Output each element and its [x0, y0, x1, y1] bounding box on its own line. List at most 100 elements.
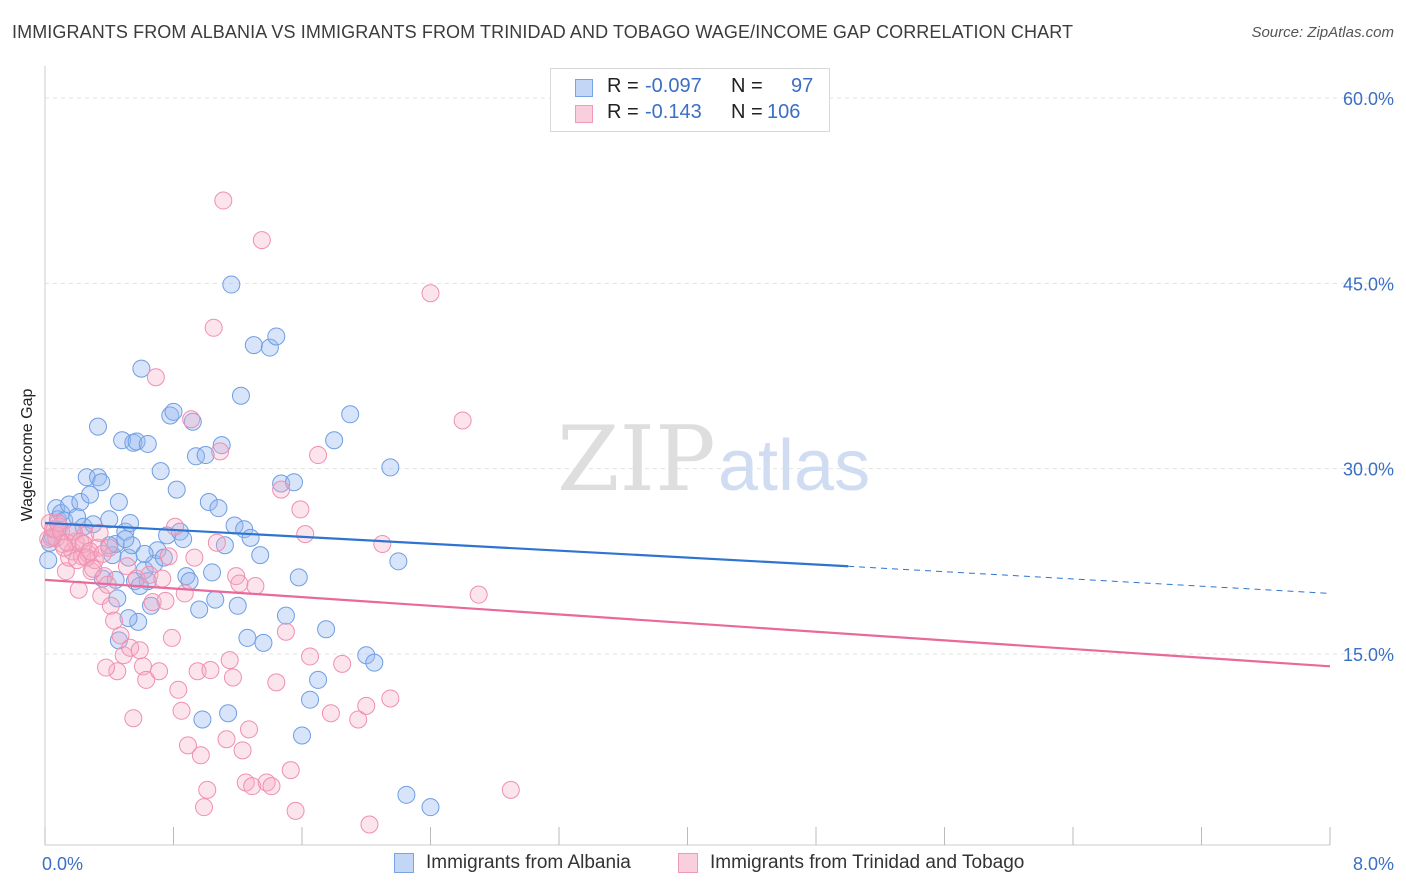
trinidad-point — [272, 480, 291, 499]
trinidad-point — [262, 777, 281, 796]
albania-point — [397, 785, 416, 804]
albania-point — [135, 544, 154, 563]
trinidad-point — [178, 736, 197, 755]
albania-point — [212, 436, 231, 455]
trinidad-point — [309, 446, 328, 465]
albania-point — [317, 620, 336, 639]
albania-point — [92, 473, 111, 492]
trinidad-point — [153, 569, 172, 588]
trinidad-trend-line — [44, 578, 1331, 668]
albania-point — [109, 493, 128, 512]
albania-point — [254, 633, 273, 652]
trinidad-points — [39, 191, 520, 834]
r-value: -0.143 — [645, 101, 702, 123]
trinidad-point — [90, 523, 109, 542]
r-label: R = — [607, 75, 639, 97]
trinidad-point — [198, 780, 217, 799]
albania-point — [365, 653, 384, 672]
albania-point — [206, 590, 225, 609]
albania-point — [203, 563, 222, 582]
albania-point — [276, 606, 295, 625]
r-label: R = — [607, 101, 639, 123]
trinidad-point — [453, 411, 472, 430]
trinidad-point — [74, 535, 93, 554]
trinidad-point — [349, 710, 368, 729]
albania-point — [113, 431, 132, 450]
trinidad-point — [92, 586, 111, 605]
n-label: N = — [731, 75, 763, 97]
trinidad-point — [207, 533, 226, 552]
albania-point — [145, 554, 164, 573]
albania-point — [116, 530, 135, 549]
albania-point — [138, 434, 157, 453]
source-label: Source: ZipAtlas.com — [1251, 24, 1394, 41]
trinidad-point — [111, 626, 130, 645]
trinidad-point — [211, 442, 230, 461]
albania-point — [309, 670, 328, 689]
albania-point — [167, 480, 186, 499]
albania-point — [108, 589, 127, 608]
albania-point — [190, 600, 209, 619]
trinidad-point — [169, 680, 188, 699]
watermark-atlas: atlas — [718, 426, 870, 506]
trinidad-point — [333, 654, 352, 673]
trinidad-point — [97, 658, 116, 677]
trinidad-point — [281, 761, 300, 780]
trinidad-point — [101, 596, 120, 615]
trinidad-point — [64, 522, 83, 541]
trinidad-point — [381, 689, 400, 708]
albania-point — [231, 386, 250, 405]
trinidad-point — [108, 662, 127, 681]
albania-point — [186, 447, 205, 466]
chart-title: IMMIGRANTS FROM ALBANIA VS IMMIGRANTS FR… — [12, 22, 1074, 42]
trinidad-point — [58, 533, 77, 552]
trinidad-point — [188, 662, 207, 681]
trinidad-point — [239, 720, 258, 739]
tick-labels: 15.0% 30.0% 45.0% 60.0% 0.0% 8.0% — [42, 89, 1394, 874]
n-label: N = — [731, 101, 763, 123]
albania-swatch-icon — [394, 853, 414, 873]
trinidad-point — [214, 191, 233, 210]
trinidad-point — [257, 773, 276, 792]
trinidad-point — [55, 538, 74, 557]
legend-label-trinidad: Immigrants from Trinidad and Tobago — [710, 852, 1025, 873]
trinidad-point — [182, 410, 201, 429]
y-tick-label: 45.0% — [1343, 274, 1394, 294]
trinidad-point — [143, 593, 162, 612]
albania-point — [219, 704, 238, 723]
trinidad-point — [71, 532, 90, 551]
trinidad-point — [100, 538, 119, 557]
trinidad-point — [84, 559, 103, 578]
albania-point — [272, 474, 291, 493]
albania-point — [89, 468, 108, 487]
albania-point — [132, 359, 151, 378]
trinidad-swatch-icon — [678, 853, 698, 873]
stats-legend: R = -0.097 N = 97 R = -0.143 N = 106 — [550, 68, 830, 132]
watermark: ZIP atlas — [557, 407, 870, 512]
trinidad-point — [175, 584, 194, 603]
albania-point — [89, 417, 108, 436]
series-legend: Immigrants from Albania Immigrants from … — [0, 852, 1406, 876]
y-tick-label: 30.0% — [1343, 460, 1394, 480]
axes — [44, 66, 1331, 846]
y-tick-label: 15.0% — [1343, 645, 1394, 665]
trinidad-point — [185, 548, 204, 567]
albania-point — [193, 710, 212, 729]
trinidad-point — [286, 801, 305, 820]
trinidad-point — [162, 628, 181, 647]
trinidad-point — [117, 557, 136, 576]
y-axis-label: Wage/Income Gap — [19, 388, 36, 522]
albania-point — [196, 446, 215, 465]
trinidad-point — [150, 662, 169, 681]
albania-point — [293, 726, 311, 745]
trinidad-point — [243, 777, 262, 796]
albania-point — [244, 336, 263, 355]
r-value: -0.097 — [645, 75, 702, 97]
trinidad-point — [114, 646, 133, 665]
trinidad-point — [469, 585, 488, 604]
trinidad-point — [220, 651, 239, 670]
trinidad-point — [204, 318, 223, 337]
trinidad-point — [130, 641, 149, 660]
albania-point — [381, 458, 400, 477]
trinidad-point — [105, 611, 124, 630]
